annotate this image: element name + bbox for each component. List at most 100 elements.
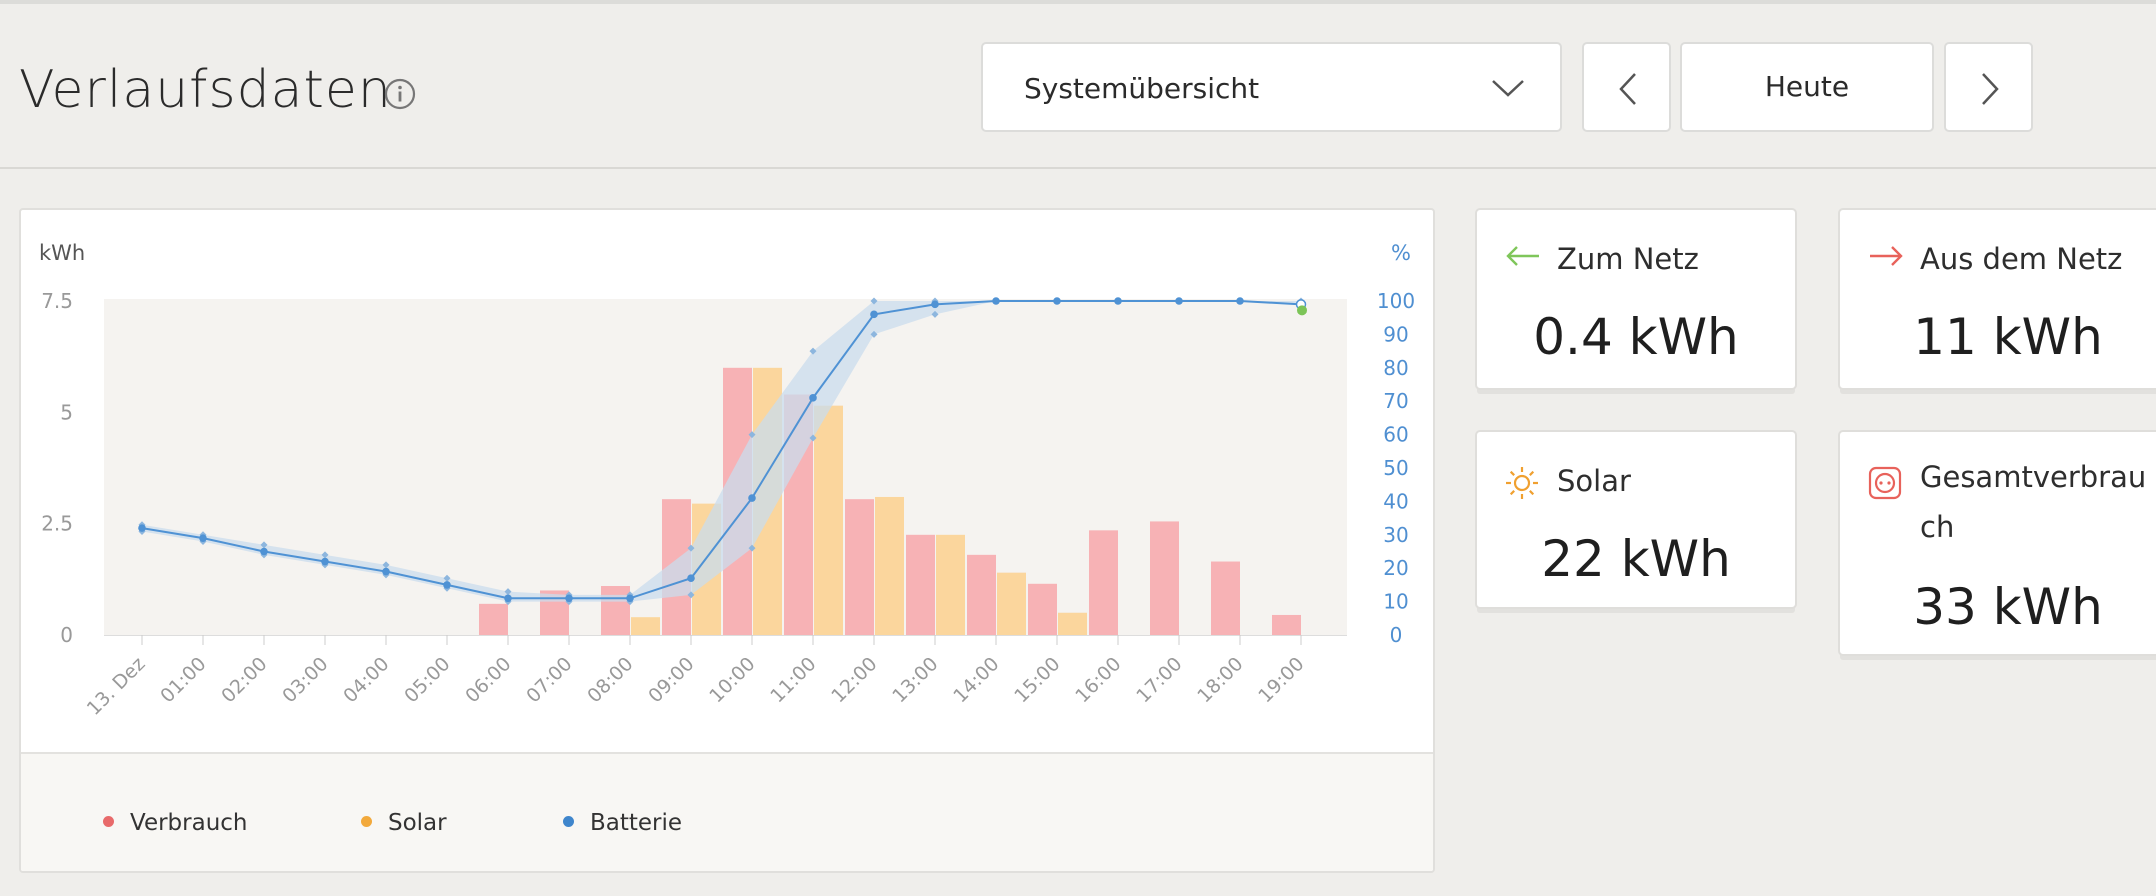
x-tick-label: 15:00 xyxy=(1010,653,1064,707)
battery-range-marker xyxy=(870,297,878,305)
battery-point xyxy=(382,567,390,576)
view-select[interactable]: Systemübersicht xyxy=(981,42,1562,132)
x-tick-label: 01:00 xyxy=(156,653,210,707)
battery-range-marker xyxy=(687,591,695,599)
y-tick-label-right: 100 xyxy=(1377,289,1415,313)
battery-point xyxy=(321,557,329,566)
x-tick-label: 19:00 xyxy=(1254,653,1308,707)
y-axis-left-title: kWh xyxy=(39,241,85,265)
legend-item-verbrauch[interactable]: Verbrauch xyxy=(103,810,248,836)
bar-solar xyxy=(1058,612,1087,635)
battery-point xyxy=(748,494,756,502)
view-select-label: Systemübersicht xyxy=(1024,72,1260,105)
x-tick-label: 16:00 xyxy=(1071,653,1125,707)
x-tick-label: 12:00 xyxy=(827,653,881,707)
y-tick-label-right: 80 xyxy=(1383,356,1408,380)
x-tick-label: 02:00 xyxy=(217,653,271,707)
chevron-left-icon xyxy=(1619,73,1636,105)
battery-point xyxy=(1053,297,1061,305)
battery-point xyxy=(992,297,1000,305)
bar-solar xyxy=(814,405,843,635)
y-tick-label-right: 50 xyxy=(1383,456,1408,480)
bar-solar xyxy=(997,572,1026,635)
x-tick-label: 07:00 xyxy=(522,653,576,707)
chart-legend: Verbrauch Solar Batterie xyxy=(21,752,1433,871)
chevron-down-icon xyxy=(1492,80,1524,97)
legend-item-batterie[interactable]: Batterie xyxy=(563,810,682,836)
bar-solar xyxy=(631,617,660,635)
battery-range-band xyxy=(142,301,1301,602)
socket-icon xyxy=(1868,466,1902,500)
battery-point xyxy=(1236,297,1244,305)
bar-solar xyxy=(936,534,965,635)
battery-point xyxy=(199,534,207,542)
bar-verbrauch xyxy=(1089,530,1118,635)
battery-point xyxy=(1114,297,1122,305)
header-divider xyxy=(0,167,2156,169)
bar-verbrauch xyxy=(1211,561,1240,635)
today-button[interactable]: Heute xyxy=(1680,42,1934,132)
page-title: Verlaufsdaten xyxy=(19,60,392,120)
stat-label: Zum Netz xyxy=(1557,242,1699,276)
battery-range-marker xyxy=(260,541,268,549)
bar-solar xyxy=(875,496,904,635)
battery-range-marker xyxy=(443,574,451,582)
stat-label: Aus dem Netz xyxy=(1920,242,2123,276)
chart-card: kWh% 0 2.5 5 7.5 0 10 20 30 40 50 60 70 80 90 100 13. De… xyxy=(19,208,1435,873)
legend-label: Solar xyxy=(388,810,447,836)
stat-label: Solar xyxy=(1557,464,1631,498)
stat-label: Gesamtverbrauch xyxy=(1920,460,2147,544)
arrow-right-icon xyxy=(1870,246,1903,266)
sun-icon xyxy=(1506,467,1538,499)
stat-card-aus-dem-netz: Aus dem Netz 11 kWh xyxy=(1838,208,2156,390)
stat-card-zum-netz: Zum Netz 0.4 kWh xyxy=(1475,208,1797,390)
battery-point xyxy=(931,300,939,309)
battery-point xyxy=(565,594,573,603)
legend-dot xyxy=(103,816,114,827)
y-tick-label-left: 5 xyxy=(60,400,73,424)
battery-line xyxy=(141,300,1302,600)
legend-label: Batterie xyxy=(590,810,683,836)
info-icon[interactable] xyxy=(384,78,416,110)
y-tick-label-left: 0 xyxy=(60,623,73,647)
x-tick-label: 14:00 xyxy=(949,653,1003,707)
x-tick-label: 13. Dez xyxy=(83,653,150,720)
y-tick-label-right: 40 xyxy=(1383,489,1408,513)
y-tick-label-right: 20 xyxy=(1383,556,1408,580)
previous-day-button[interactable] xyxy=(1582,42,1671,132)
x-tick-label: 08:00 xyxy=(583,653,637,707)
battery-range-marker xyxy=(321,551,329,559)
bar-verbrauch xyxy=(601,586,630,635)
arrow-left-icon xyxy=(1506,246,1539,266)
y-tick-label-left: 7.5 xyxy=(41,289,73,313)
x-tick-label: 04:00 xyxy=(339,653,393,707)
legend-dot xyxy=(361,816,372,827)
battery-point xyxy=(504,594,512,603)
y-tick-label-right: 60 xyxy=(1383,423,1408,447)
next-day-button[interactable] xyxy=(1944,42,2033,132)
battery-point xyxy=(809,394,817,402)
y-axis-right-title: % xyxy=(1391,241,1411,265)
y-tick-label-right: 10 xyxy=(1383,590,1408,614)
battery-point xyxy=(443,581,451,589)
bar-verbrauch xyxy=(906,534,935,635)
x-tick-label: 06:00 xyxy=(461,653,515,707)
x-tick-label: 09:00 xyxy=(644,653,698,707)
battery-range-marker xyxy=(748,544,756,552)
y-tick-label-right: 30 xyxy=(1383,523,1408,547)
legend-label: Verbrauch xyxy=(130,810,248,836)
y-tick-label-right: 90 xyxy=(1383,322,1408,346)
battery-range-marker xyxy=(870,330,878,338)
battery-range-marker xyxy=(931,310,939,318)
bar-verbrauch xyxy=(845,499,874,635)
stat-value: 0.4 kWh xyxy=(1533,308,1739,366)
battery-range-marker xyxy=(504,588,512,596)
battery-range-marker xyxy=(382,561,390,569)
top-border xyxy=(0,0,2156,4)
battery-point xyxy=(687,574,695,583)
legend-item-solar[interactable]: Solar xyxy=(361,810,447,836)
battery-point xyxy=(870,310,878,319)
stat-card-solar: Solar 22 kWh xyxy=(1475,430,1797,609)
x-tick-label: 11:00 xyxy=(766,653,820,707)
battery-range-marker xyxy=(809,434,817,442)
